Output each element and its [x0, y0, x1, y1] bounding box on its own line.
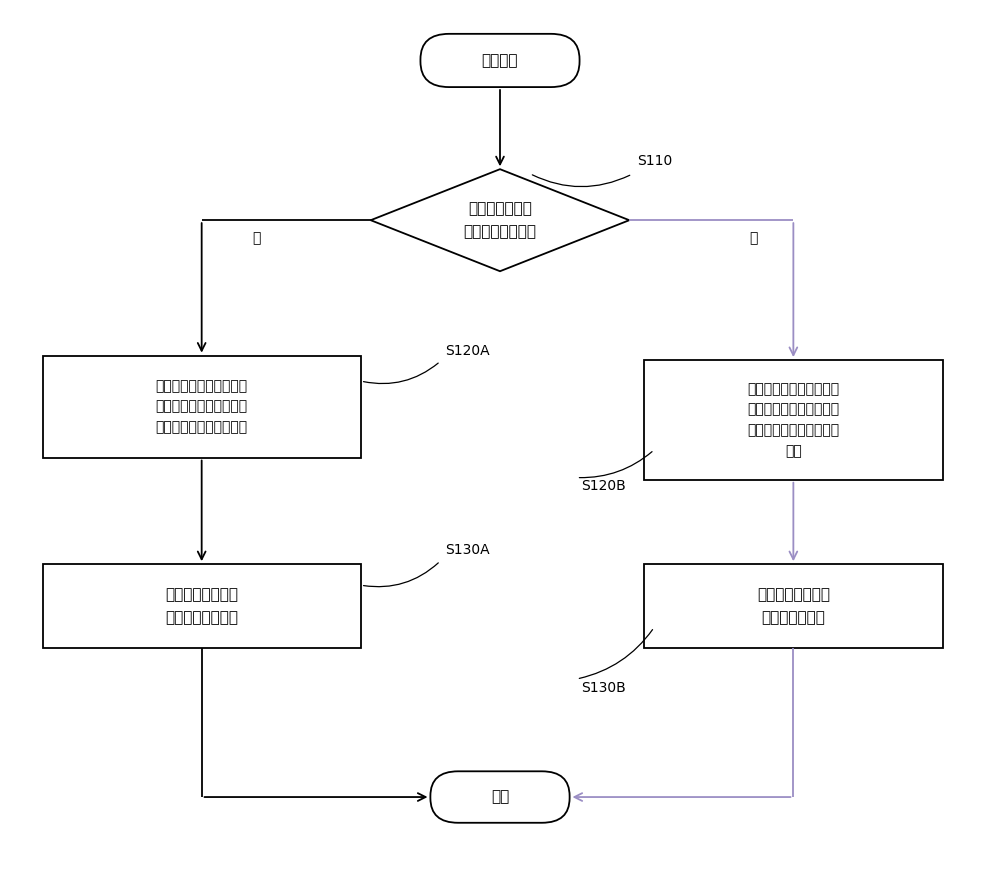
- Text: S120B: S120B: [582, 480, 626, 494]
- Text: 开始工作: 开始工作: [482, 53, 518, 68]
- Text: S110: S110: [637, 154, 672, 168]
- Bar: [43, 564, 361, 648]
- Bar: [644, 360, 943, 480]
- Bar: [644, 564, 943, 648]
- Text: 电子控制单元控制
主油门进行动作: 电子控制单元控制 主油门进行动作: [757, 588, 830, 625]
- Text: 将远程油门关闭信号由控
制器通过总线通讯的方式
发送给发动机的电子控制
单元: 将远程油门关闭信号由控 制器通过总线通讯的方式 发送给发动机的电子控制 单元: [747, 382, 839, 458]
- Text: 将油门切换信号由控制器
通过总线通讯的方式发送
给发动机的电子控制单元: 将油门切换信号由控制器 通过总线通讯的方式发送 给发动机的电子控制单元: [156, 379, 248, 434]
- Text: 结束: 结束: [491, 789, 509, 805]
- Text: S130B: S130B: [582, 680, 626, 695]
- Text: S130A: S130A: [445, 543, 490, 557]
- Text: 否: 否: [749, 231, 758, 245]
- Bar: [43, 355, 361, 457]
- Text: S120A: S120A: [445, 344, 490, 358]
- Polygon shape: [371, 169, 629, 271]
- FancyBboxPatch shape: [430, 772, 570, 822]
- Text: 电子控制单元控制
远程油门进行动作: 电子控制单元控制 远程油门进行动作: [165, 588, 238, 625]
- Text: 是: 是: [252, 231, 261, 245]
- FancyBboxPatch shape: [420, 34, 580, 88]
- Text: 起重机是否需要
远程油门进行工作: 起重机是否需要 远程油门进行工作: [464, 202, 536, 238]
